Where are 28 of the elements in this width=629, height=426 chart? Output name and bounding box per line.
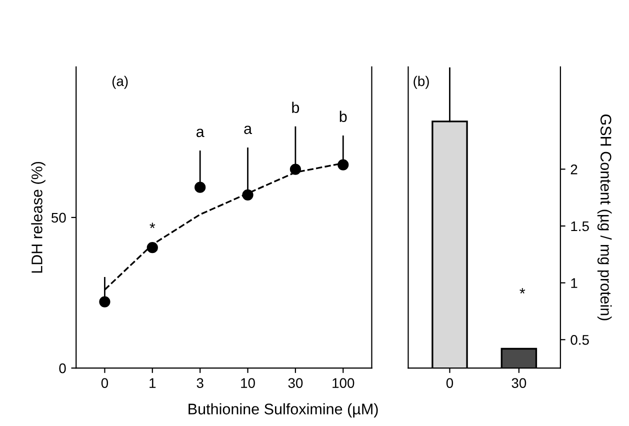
annotation: a — [244, 126, 252, 134]
y-axis-title: LDH release (%) — [31, 162, 46, 273]
point — [338, 159, 349, 170]
x-tick-label: 10 — [241, 378, 255, 388]
x-tick-label: 3 — [196, 378, 204, 388]
y2-axis-title: GSH Content (µg / mg protein) — [597, 114, 612, 320]
y2-tick-label: 2 — [570, 164, 578, 174]
y2-tick-label: 1.5 — [571, 221, 589, 232]
text: (b) — [414, 76, 429, 89]
x-tick-label: 0 — [101, 378, 108, 388]
annotation: * — [520, 288, 526, 294]
x-tick-label: 30 — [288, 378, 303, 388]
y2-tick-label: 0.5 — [570, 334, 589, 345]
x-tick-label: 30 — [512, 378, 526, 388]
x-tick-label: 100 — [332, 378, 354, 388]
point — [194, 182, 206, 193]
y2-tick-label: 1 — [571, 278, 578, 288]
x-axis-title: Buthionine Sulfoximine (µM) — [188, 403, 378, 418]
x-tick-label: 0 — [446, 378, 454, 388]
x-tick-label: 1 — [150, 378, 156, 388]
point — [290, 164, 302, 175]
annotation: a — [196, 128, 204, 138]
point — [99, 296, 110, 308]
annotation: * — [150, 222, 156, 228]
annotation: b — [292, 102, 300, 113]
annotation: b — [340, 110, 347, 122]
text: (a) — [112, 76, 128, 89]
y-tick-label: 50 — [51, 212, 66, 223]
